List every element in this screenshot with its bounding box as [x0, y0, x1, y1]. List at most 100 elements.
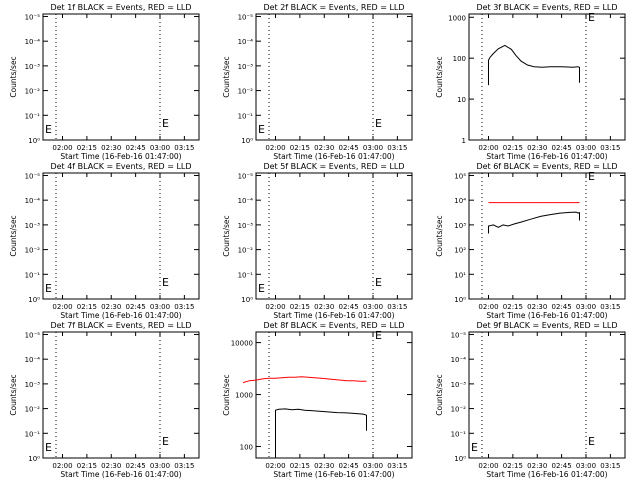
- x-tick-label: 03:15: [387, 144, 407, 152]
- y-axis-label: Counts/sec: [9, 56, 18, 97]
- y-tick-label: 10⁻³: [238, 222, 254, 230]
- x-tick-label: 03:00: [363, 303, 383, 311]
- lld-series-line: [242, 376, 367, 384]
- x-tick-label: 02:30: [527, 144, 547, 152]
- y-tick-label: 10⁻¹: [25, 112, 41, 120]
- det-panel-4: Det 4f BLACK = Events, RED = LLD 02:00 02:…: [9, 162, 200, 320]
- y-axis-label: Counts/sec: [9, 374, 18, 415]
- e-marker: E: [162, 117, 169, 130]
- x-tick-label: 02:45: [126, 462, 146, 470]
- panel-title: Det 3f BLACK = Events, RED = LLD: [476, 3, 617, 12]
- det-panel-3: Det 3f BLACK = Events, RED = LLD 02:00 02:…: [435, 3, 626, 161]
- y-tick-label: 10⁻⁴: [451, 356, 467, 364]
- x-tick-label: 02:00: [52, 462, 72, 470]
- panel-title: Det 4f BLACK = Events, RED = LLD: [50, 162, 191, 171]
- y-tick-label: 10⁻¹: [238, 112, 254, 120]
- y-tick-label: 10⁻³: [451, 381, 467, 389]
- y-axis-label: Counts/sec: [222, 215, 231, 256]
- x-tick-label: 03:00: [150, 144, 170, 152]
- y-tick-label: 10⁻⁵: [238, 13, 254, 21]
- y-tick-label: 10⁻³: [25, 63, 41, 71]
- det-panel-8: Det 8f BLACK = Events, RED = LLD 02:00 02:…: [222, 321, 413, 479]
- x-tick-label: 03:15: [600, 144, 620, 152]
- x-tick-label: 03:00: [363, 462, 383, 470]
- y-tick-label: 1: [462, 137, 466, 145]
- y-tick-label: 10⁻⁵: [25, 13, 41, 21]
- panel-title: Det 2f BLACK = Events, RED = LLD: [263, 3, 404, 12]
- x-axis-label: Start Time (16-Feb-16 01:47:00): [60, 152, 181, 161]
- plot-frame: [42, 331, 200, 459]
- y-axis-label: Counts/sec: [222, 374, 231, 415]
- x-tick-label: 03:15: [600, 462, 620, 470]
- e-marker: E: [162, 276, 169, 289]
- panel-title: Det 7f BLACK = Events, RED = LLD: [50, 321, 191, 330]
- y-tick-label: 10⁻¹: [451, 430, 467, 438]
- x-tick-label: 02:30: [527, 303, 547, 311]
- x-tick-label: 02:30: [101, 303, 121, 311]
- y-tick-label: 10⁰: [241, 296, 253, 304]
- x-tick-label: 02:45: [552, 462, 572, 470]
- y-tick-label: 10000: [231, 340, 253, 348]
- x-tick-label: 02:15: [77, 303, 97, 311]
- plot-frame: [255, 331, 413, 459]
- panel-title: Det 9f BLACK = Events, RED = LLD: [476, 321, 617, 330]
- y-tick-label: 10⁻⁵: [451, 331, 467, 339]
- y-tick-label: 10⁰: [28, 296, 40, 304]
- events-series-line: [488, 211, 580, 234]
- y-tick-label: 10⁻¹: [25, 430, 41, 438]
- x-tick-label: 02:30: [314, 303, 334, 311]
- det-panel-9: Det 9f BLACK = Events, RED = LLD 02:00 02:…: [435, 321, 626, 479]
- y-tick-label: 10⁻⁴: [25, 197, 41, 205]
- y-tick-label: 10⁰: [28, 455, 40, 463]
- x-tick-label: 02:00: [265, 462, 285, 470]
- det-panel-6: Det 6f BLACK = Events, RED = LLD 02:00 02:…: [435, 162, 626, 320]
- y-tick-label: 10²: [454, 247, 466, 255]
- x-tick-label: 02:30: [527, 462, 547, 470]
- y-axis-label: Counts/sec: [435, 215, 444, 256]
- y-tick-label: 10⁻³: [25, 381, 41, 389]
- y-tick-label: 10⁻⁴: [238, 197, 254, 205]
- y-tick-label: 100: [453, 55, 466, 63]
- x-tick-label: 03:00: [576, 303, 596, 311]
- x-tick-label: 02:00: [265, 144, 285, 152]
- panel-title: Det 8f BLACK = Events, RED = LLD: [263, 321, 404, 330]
- plot-frame: [468, 13, 626, 141]
- panel-title: Det 1f BLACK = Events, RED = LLD: [50, 3, 191, 12]
- x-tick-label: 02:45: [339, 462, 359, 470]
- y-tick-label: 10: [457, 96, 466, 104]
- x-tick-label: 02:30: [101, 144, 121, 152]
- x-tick-label: 02:00: [478, 303, 498, 311]
- y-tick-label: 10⁻²: [451, 406, 467, 414]
- panel-title: Det 6f BLACK = Events, RED = LLD: [476, 162, 617, 171]
- y-tick-label: 10⁰: [454, 296, 466, 304]
- e-marker: E: [375, 329, 382, 342]
- y-tick-label: 1000: [448, 14, 466, 22]
- x-tick-label: 02:30: [314, 144, 334, 152]
- plot-frame: [255, 172, 413, 300]
- e-marker: E: [471, 441, 478, 454]
- events-series-line: [275, 408, 367, 455]
- x-tick-label: 03:00: [150, 462, 170, 470]
- y-tick-label: 10⁻¹: [238, 271, 254, 279]
- y-tick-label: 10⁻⁴: [25, 38, 41, 46]
- y-tick-label: 10⁻³: [238, 63, 254, 71]
- events-series-line: [488, 44, 580, 86]
- x-tick-label: 02:00: [265, 303, 285, 311]
- x-tick-label: 03:15: [600, 303, 620, 311]
- y-tick-label: 10⁻²: [25, 406, 41, 414]
- x-tick-label: 02:15: [503, 462, 523, 470]
- y-axis-label: Counts/sec: [222, 56, 231, 97]
- x-tick-label: 02:15: [77, 462, 97, 470]
- x-axis-label: Start Time (16-Feb-16 01:47:00): [486, 152, 607, 161]
- x-axis-label: Start Time (16-Feb-16 01:47:00): [60, 470, 181, 479]
- x-tick-label: 02:30: [101, 462, 121, 470]
- y-tick-label: 10⁻²: [238, 88, 254, 96]
- x-tick-label: 02:15: [503, 303, 523, 311]
- det-panel-7: Det 7f BLACK = Events, RED = LLD 02:00 02:…: [9, 321, 200, 479]
- e-marker: E: [375, 276, 382, 289]
- y-tick-label: 10⁻¹: [25, 271, 41, 279]
- x-axis-label: Start Time (16-Feb-16 01:47:00): [60, 311, 181, 320]
- x-axis-label: Start Time (16-Feb-16 01:47:00): [486, 311, 607, 320]
- e-marker: E: [258, 123, 265, 136]
- x-axis-label: Start Time (16-Feb-16 01:47:00): [273, 311, 394, 320]
